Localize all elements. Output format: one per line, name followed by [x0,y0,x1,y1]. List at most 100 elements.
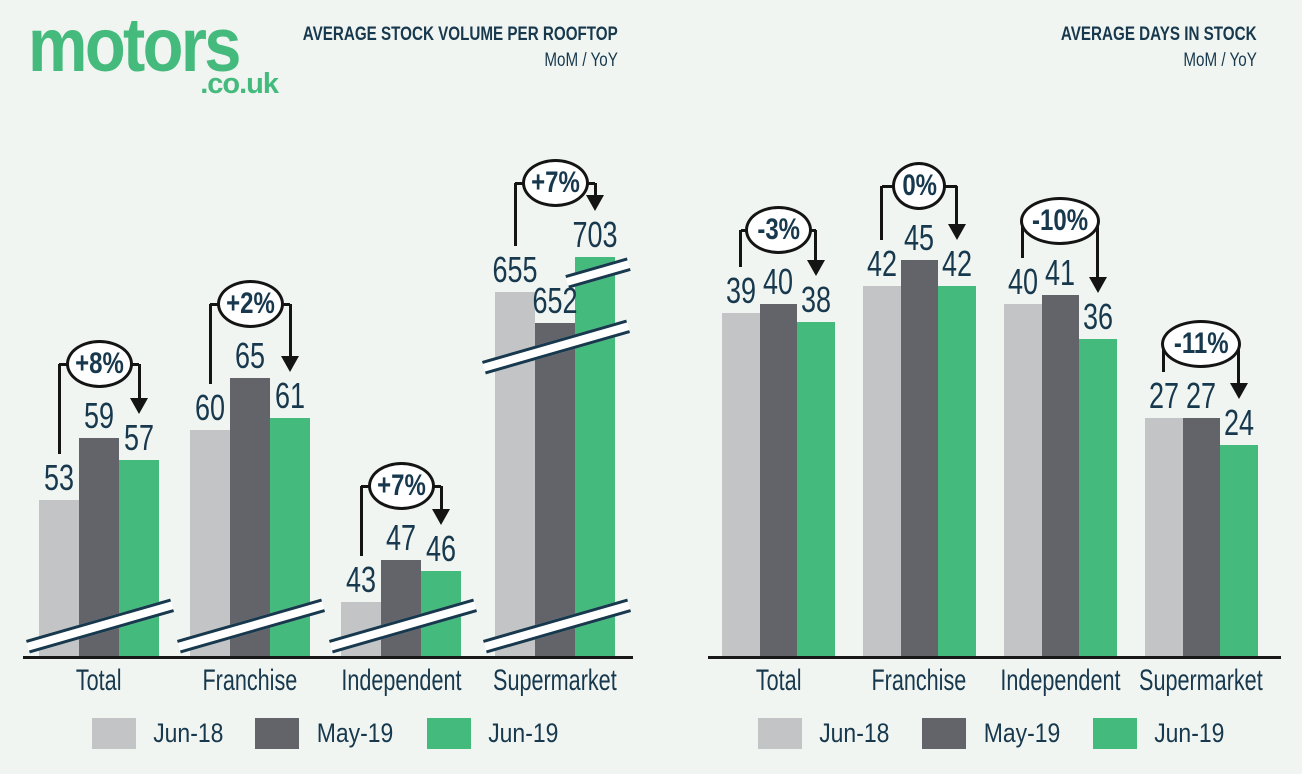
bar-right-supermarket-jun-18 [1145,418,1183,656]
legend-item: May-19 [255,718,400,749]
legend-left: Jun-18 May-19 Jun-19 [23,718,633,749]
pct-change-badge: +7% [367,462,435,510]
bracket-arrow-line [439,486,443,511]
legend-swatch [255,718,300,749]
value-label-text: 65 [234,335,266,376]
pct-change-label: -10% [1032,204,1089,237]
logo-wordmark: motors [28,3,241,88]
bar-right-franchise-jun-19 [938,286,976,656]
value-label: 43 [211,562,511,598]
value-label-text: 36 [1082,296,1113,337]
legend-swatch [426,718,471,749]
bar-right-supermarket-jun-19 [1220,445,1258,656]
right-chart-title-block: AVERAGE DAYS IN STOCK MoM / YoY [1012,24,1257,72]
bracket-arrow-line [593,183,597,197]
category-label-left-franchise-text: Franchise [202,664,298,697]
bracket-left-line [1021,221,1025,258]
pct-change-label: 0% [901,169,937,202]
pct-change-label: -11% [1173,327,1229,360]
value-label-text: 59 [83,395,115,436]
legend-swatch [921,718,966,749]
arrow-down-icon [130,398,148,414]
value-label: 27 [1051,378,1302,414]
value-label-text: 53 [43,457,75,498]
pct-change-label: +2% [225,287,275,320]
motors-logo: motors .co.uk [28,3,279,99]
arrow-down-icon [806,260,825,276]
bracket-left-line [513,183,517,246]
value-label: 40 [873,264,1173,300]
right-chart-title: AVERAGE DAYS IN STOCK [1061,24,1257,45]
pct-change-badge: +7% [521,159,589,207]
value-label-text: 655 [492,249,538,290]
value-label-text: 61 [274,375,306,416]
arrow-down-icon [1229,383,1248,399]
value-label-text: 38 [800,279,831,320]
legend-label: May-19 [983,718,1061,748]
bar-right-franchise-jun-18 [863,286,901,656]
legend-label: May-19 [317,718,394,748]
pct-change-label: +8% [74,347,124,380]
value-label-text: 41 [1045,252,1076,293]
bracket-arrow-line [137,364,141,400]
value-label-text: 652 [532,280,578,321]
legend-item: May-19 [921,718,1067,749]
bracket-left-line [739,230,743,267]
value-label: 652 [405,283,705,319]
category-label-left-independent-text: Independent [340,664,462,697]
pct-change-label: +7% [376,469,426,502]
category-label-right-independent-text: Independent [1000,664,1121,697]
value-label-text: 27 [1186,375,1217,416]
bracket-left-line [208,304,212,384]
arrow-down-icon [1088,277,1107,293]
arrow-down-icon [947,224,966,240]
bar-left-franchise-jun-18 [190,430,230,656]
bar-right-franchise-may-19 [900,260,938,656]
value-label: 40 [628,264,928,300]
value-label-text: 703 [572,214,618,255]
value-label: 46 [291,531,591,567]
value-label: 41 [910,255,1210,291]
legend-label: Jun-18 [153,718,224,748]
value-label: 61 [140,378,440,414]
bar-right-independent-jun-18 [1004,304,1042,656]
value-label: 65 [100,338,400,374]
value-label-text: 40 [1007,261,1038,302]
value-label-text: 57 [123,417,155,458]
category-label-right-independent: Independent [910,666,1210,696]
value-label: 47 [251,520,551,556]
value-label-text: 27 [1148,375,1179,416]
right-chart-subtitle: MoM / YoY [1183,50,1257,71]
bar-left-independent-may-19 [381,560,421,656]
category-label-right-franchise-text: Franchise [871,664,967,697]
pct-change-badge: +2% [216,280,284,328]
pct-change-badge: 0% [892,162,947,210]
value-label-text: 39 [725,270,756,311]
legend-swatch [1093,718,1138,749]
value-label-text: 42 [866,243,897,284]
bar-right-total-jun-19 [797,322,835,656]
pct-change-badge: -10% [1020,197,1101,245]
legend-label: Jun-18 [819,718,890,748]
bar-right-independent-jun-19 [1079,339,1117,656]
category-label-right-total-text: Total [755,664,802,697]
left-chart-title-block: AVERAGE STOCK VOLUME PER ROOFTOP MoM / Y… [224,24,618,72]
bracket-arrow-line [814,230,818,262]
category-label-right-total: Total [628,666,928,696]
arrow-down-icon [586,195,604,211]
pct-change-label: +7% [530,166,580,199]
value-label: 24 [1089,405,1302,441]
bracket-arrow-line [1237,344,1241,385]
category-label-left-total: Total [0,666,249,696]
value-label-text: 46 [425,528,457,569]
category-label-left-supermarket-text: Supermarket [493,664,617,697]
pct-change-badge: -3% [744,206,812,254]
value-label-text: 42 [941,243,972,284]
legend-label: Jun-19 [487,718,558,748]
bar-left-supermarket-may-19 [535,323,575,656]
value-label-text: 40 [763,261,794,302]
bracket-left-line [359,486,363,556]
category-label-left-independent: Independent [251,666,551,696]
bracket-left-line [1162,344,1166,372]
